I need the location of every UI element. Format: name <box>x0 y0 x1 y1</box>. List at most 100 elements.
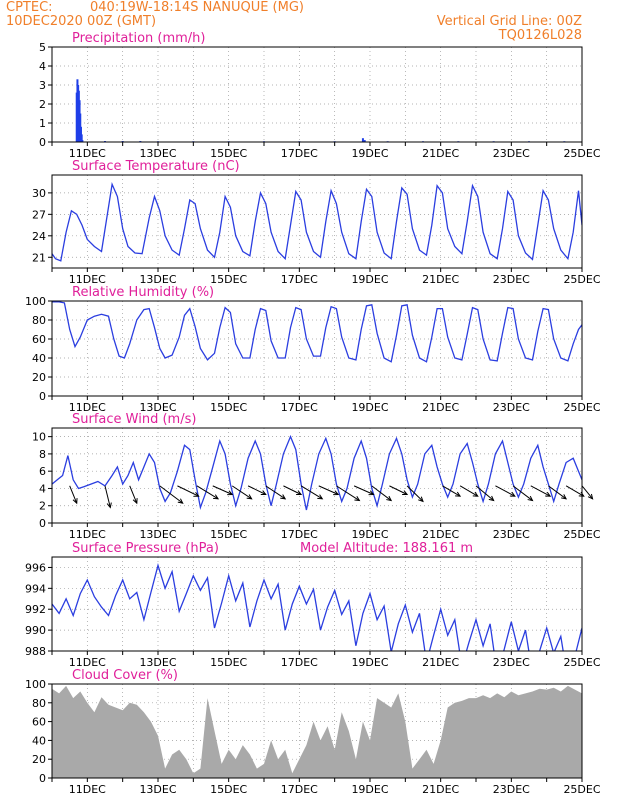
wind-arrow-head <box>386 495 393 502</box>
wind-arrow <box>336 485 360 501</box>
temp-xtick-label: 21DEC <box>422 273 459 286</box>
wind-arrow <box>548 485 567 500</box>
precip-xtick-label: 17DEC <box>281 147 318 160</box>
wind-arrow <box>159 485 184 504</box>
wind-arrow <box>495 485 516 497</box>
cloud-title: Cloud Cover (%) <box>72 668 178 683</box>
rh-title: Relative Humidity (%) <box>72 285 214 300</box>
wind-arrow-head <box>246 494 253 500</box>
rh-ytick-label: 80 <box>32 314 46 327</box>
precip-xtick-label: 13DEC <box>139 147 176 160</box>
wind-line <box>52 434 582 511</box>
temp-ytick-label: 30 <box>32 187 46 200</box>
cloud-ytick-label: 100 <box>25 678 46 691</box>
header-source: CPTEC: <box>6 0 53 15</box>
wind-arrow-head <box>354 496 361 502</box>
wind-arrow <box>406 485 424 502</box>
rh-ytick-label: 60 <box>32 333 46 346</box>
wind-arrow-head <box>260 490 267 496</box>
precip-bar <box>361 138 364 142</box>
wind-xtick-label: 15DEC <box>210 528 247 541</box>
wind-arrow-head <box>527 495 534 502</box>
wind-title: Surface Wind (m/s) <box>72 412 196 427</box>
wind-arrow <box>565 485 585 497</box>
wind-arrow <box>318 485 339 495</box>
wind-arrow <box>177 485 199 497</box>
precip-bar <box>81 140 84 142</box>
cloud-xtick-label: 23DEC <box>493 783 530 796</box>
rh-panel: Relative Humidity (%) 0 20 40 60 80 100 11DEC 13… <box>25 285 601 414</box>
pressure-xtick-label: 23DEC <box>493 656 530 669</box>
pressure-title: Surface Pressure (hPa) <box>72 541 219 556</box>
wind-ytick-label: 10 <box>32 431 46 444</box>
wind-panel: Surface Wind (m/s) 0 2 4 6 8 10 11DEC 13DEC 15DEC… <box>32 412 601 541</box>
pressure-xtick-label: 13DEC <box>139 656 176 669</box>
temp-xtick-label: 25DEC <box>563 273 600 286</box>
wind-arrow <box>300 485 323 500</box>
wind-arrow <box>212 485 233 495</box>
header-grid-note: Vertical Grid Line: 00Z <box>437 14 582 29</box>
precip-panel: Precipitation (mm/h) 0 1 2 3 4 5 11DEC 13DEC 15DE… <box>39 31 601 160</box>
wind-arrow-head <box>317 494 324 500</box>
cloud-ytick-label: 60 <box>32 716 46 729</box>
rh-ytick-label: 0 <box>39 390 46 403</box>
wind-arrow <box>353 485 374 495</box>
wind-arrow <box>231 485 252 500</box>
cloud-ytick-label: 40 <box>32 734 46 747</box>
wind-arrow <box>389 485 408 495</box>
temp-title: Surface Temperature (nC) <box>72 159 240 174</box>
precip-xtick-label: 11DEC <box>69 147 106 160</box>
pressure-xtick-label: 25DEC <box>563 656 600 669</box>
panels: Precipitation (mm/h) 0 1 2 3 4 5 11DEC 13DEC 15DE… <box>25 31 601 796</box>
wind-ytick-label: 4 <box>39 482 46 495</box>
wind-arrow <box>69 485 78 504</box>
pressure-line <box>52 563 582 651</box>
temp-line <box>52 181 582 262</box>
temp-xtick-label: 23DEC <box>493 273 530 286</box>
cloud-ytick-label: 20 <box>32 753 46 766</box>
temp-xtick-label: 11DEC <box>69 273 106 286</box>
wind-arrow <box>581 485 593 500</box>
pressure-ytick-label: 988 <box>25 645 46 658</box>
wind-arrow <box>265 485 286 500</box>
cloud-xtick-label: 17DEC <box>281 783 318 796</box>
rh-xtick-label: 17DEC <box>281 401 318 414</box>
wind-arrow-head <box>545 491 552 497</box>
wind-arrow <box>371 485 392 501</box>
wind-arrow-head <box>193 491 200 497</box>
precip-bar <box>363 140 366 142</box>
cloud-xtick-label: 19DEC <box>351 783 388 796</box>
rh-xtick-label: 25DEC <box>563 401 600 414</box>
pressure-xtick-label: 11DEC <box>69 656 106 669</box>
pressure-xtick-label: 17DEC <box>281 656 318 669</box>
precip-bar <box>80 134 83 142</box>
precip-ytick-label: 3 <box>39 79 46 92</box>
wind-arrow-head <box>132 498 138 505</box>
temp-ytick-label: 21 <box>32 251 46 264</box>
pressure-xtick-label: 15DEC <box>210 656 247 669</box>
cloud-ytick-label: 80 <box>32 697 46 710</box>
wind-ytick-label: 2 <box>39 500 46 513</box>
wind-arrow-head <box>72 498 78 505</box>
header: CPTEC: 040:19W-18:14S NANUQUE (MG) 10DEC… <box>6 0 582 43</box>
wind-arrow <box>459 485 479 497</box>
precip-xtick-label: 21DEC <box>422 147 459 160</box>
pressure-extra-label: Model Altitude: 188.161 m <box>300 541 473 556</box>
cloud-panel: Cloud Cover (%) 0 20 40 60 80 100 11DEC 13DEC 15D… <box>25 668 601 796</box>
wind-ytick-label: 8 <box>39 448 46 461</box>
wind-arrow-head <box>213 494 220 500</box>
precip-ytick-label: 1 <box>39 117 46 130</box>
wind-arrow-head <box>227 490 234 496</box>
wind-xtick-label: 13DEC <box>139 528 176 541</box>
wind-arrow-head <box>488 495 495 502</box>
rh-line <box>52 301 582 363</box>
pressure-xtick-label: 19DEC <box>351 656 388 669</box>
temp-frame <box>51 174 583 269</box>
precip-xtick-label: 15DEC <box>210 147 247 160</box>
rh-xtick-label: 11DEC <box>69 401 106 414</box>
precip-xtick-label: 25DEC <box>563 147 600 160</box>
header-datetime: 10DEC2020 00Z (GMT) <box>6 14 156 29</box>
wind-arrow <box>104 485 111 508</box>
wind-xtick-label: 19DEC <box>351 528 388 541</box>
precip-ytick-label: 2 <box>39 98 46 111</box>
